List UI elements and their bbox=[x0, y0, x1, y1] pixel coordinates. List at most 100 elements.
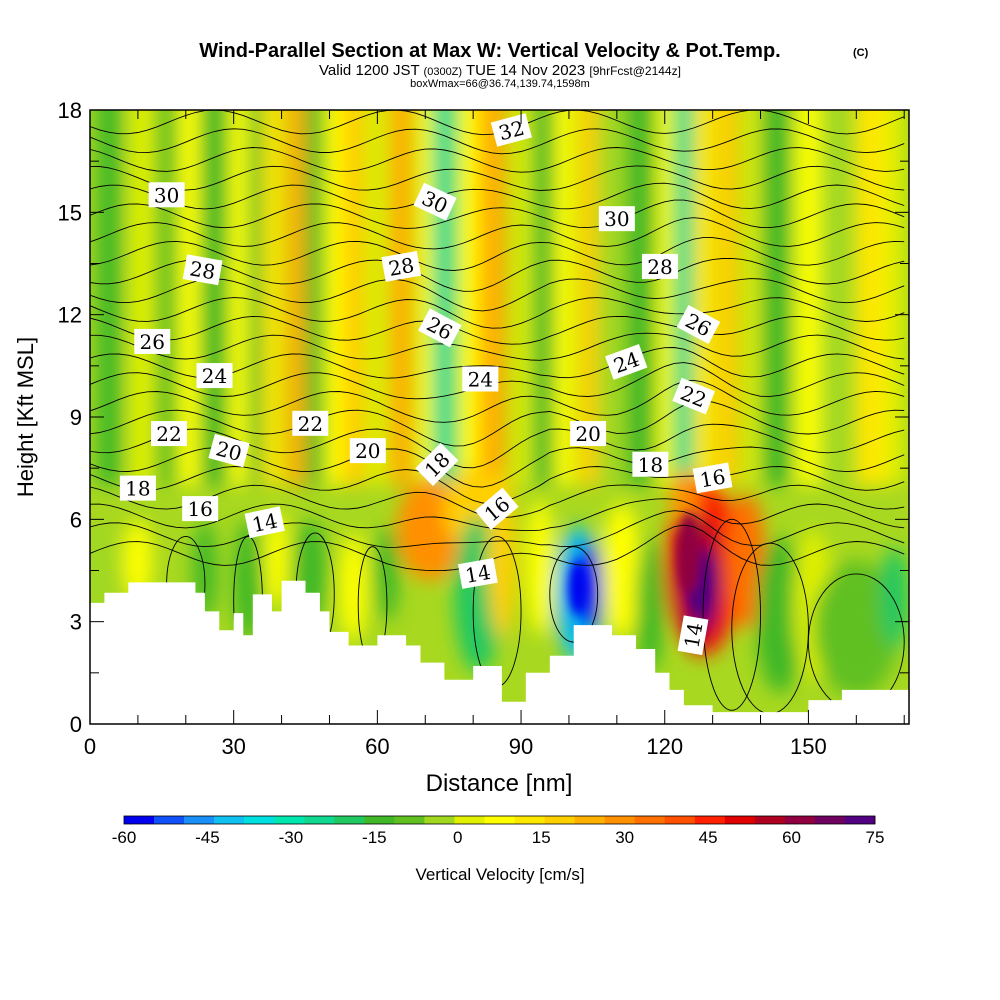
colorbar-tick-label: 15 bbox=[532, 828, 551, 847]
colorbar-swatch bbox=[634, 816, 666, 824]
contour-label: 14 bbox=[244, 506, 285, 539]
contour-label: 26 bbox=[134, 328, 171, 354]
colorbar-swatch bbox=[334, 816, 365, 824]
contour-label-text: 28 bbox=[647, 255, 672, 279]
colorbar-swatch bbox=[454, 816, 485, 824]
colorbar-swatch bbox=[814, 816, 846, 824]
colorbar-swatch bbox=[574, 816, 605, 824]
contour-label: 30 bbox=[148, 182, 185, 208]
contour-label: 14 bbox=[677, 615, 709, 656]
colorbar-tick-label: -45 bbox=[195, 828, 220, 847]
contour-label: 18 bbox=[632, 451, 669, 477]
contour-label-text: 14 bbox=[679, 621, 707, 650]
contour-label-text: 30 bbox=[604, 207, 629, 231]
colorbar-tick-label: 75 bbox=[866, 828, 885, 847]
chart-subtitle: Valid 1200 JST (0300Z) TUE 14 Nov 2023 [… bbox=[319, 62, 681, 79]
colorbar-tick-label: -30 bbox=[279, 828, 304, 847]
colorbar-swatch bbox=[184, 816, 215, 824]
colorbar-swatch bbox=[274, 816, 305, 824]
subtitle-valid: Valid 1200 JST bbox=[319, 62, 419, 79]
contour-label-text: 14 bbox=[463, 560, 492, 588]
contour-label: 28 bbox=[381, 250, 422, 282]
colorbar-swatch bbox=[544, 816, 575, 824]
y-tick-label: 0 bbox=[70, 712, 82, 737]
contour-label-text: 28 bbox=[188, 256, 217, 284]
contour-label-text: 16 bbox=[698, 464, 727, 492]
colorbar-swatch bbox=[394, 816, 425, 824]
x-tick-label: 120 bbox=[646, 734, 683, 759]
contour-label-text: 16 bbox=[187, 497, 212, 521]
contour-label-text: 28 bbox=[387, 253, 416, 281]
x-axis-label: Distance [nm] bbox=[426, 770, 573, 797]
contour-label: 30 bbox=[598, 206, 635, 232]
x-tick-label: 30 bbox=[221, 734, 245, 759]
x-tick-label: 150 bbox=[790, 734, 827, 759]
contour-label-text: 20 bbox=[355, 439, 380, 463]
colorbar-tick-label: 30 bbox=[615, 828, 634, 847]
y-tick-label: 3 bbox=[70, 610, 82, 635]
subtitle-date: TUE 14 Nov 2023 bbox=[466, 62, 585, 79]
contour-label: 16 bbox=[692, 462, 733, 494]
colorbar-tick-label: 0 bbox=[453, 828, 462, 847]
title-block: Wind-Parallel Section at Max W: Vertical… bbox=[199, 40, 868, 90]
y-tick-label: 15 bbox=[58, 200, 82, 225]
colorbar-tick-label: 45 bbox=[699, 828, 718, 847]
colorbar-swatch bbox=[784, 816, 816, 824]
colorbar-swatch bbox=[364, 816, 395, 824]
contour-label: 16 bbox=[182, 496, 219, 522]
contour-label-text: 22 bbox=[298, 412, 323, 436]
colorbar-swatch bbox=[604, 816, 635, 824]
contour-label: 24 bbox=[196, 363, 233, 389]
contour-label: 20 bbox=[349, 438, 386, 464]
subtitle-fcst: [9hrFcst@2144z] bbox=[589, 64, 681, 78]
contour-label-text: 20 bbox=[575, 422, 600, 446]
colorbar-swatch bbox=[424, 816, 455, 824]
colorbar-swatch bbox=[124, 816, 155, 824]
y-axis-label: Height [Kft MSL] bbox=[13, 337, 38, 497]
y-tick-label: 9 bbox=[70, 405, 82, 430]
contour-label: 20 bbox=[570, 421, 607, 447]
colorbar-swatch bbox=[694, 816, 726, 824]
x-tick-label: 90 bbox=[509, 734, 533, 759]
contour-label: 18 bbox=[119, 475, 156, 501]
contour-label: 28 bbox=[182, 254, 223, 286]
colorbar-tick-label: -15 bbox=[362, 828, 387, 847]
colorbar-tick-label: 60 bbox=[782, 828, 801, 847]
contour-label: 22 bbox=[292, 410, 329, 436]
colorbar-swatch bbox=[154, 816, 185, 824]
colorbar-swatch bbox=[484, 816, 515, 824]
colorbar-swatch bbox=[754, 816, 786, 824]
subtitle-zulu: (0300Z) bbox=[424, 66, 463, 78]
colorbar-swatch bbox=[304, 816, 335, 824]
x-axis: 0 30 60 90 120 150 bbox=[84, 110, 905, 759]
plot-area bbox=[90, 110, 909, 724]
terrain-mask bbox=[90, 580, 909, 724]
colorbar-tick-label: -60 bbox=[112, 828, 137, 847]
y-tick-label: 12 bbox=[58, 303, 82, 328]
y-tick-label: 18 bbox=[58, 98, 82, 123]
colorbar-swatch bbox=[214, 816, 245, 824]
contour-label: 24 bbox=[462, 366, 499, 392]
contour-label: 22 bbox=[151, 421, 188, 447]
contour-label-text: 22 bbox=[156, 422, 181, 446]
colorbar-swatch bbox=[244, 816, 275, 824]
contour-label: 16 bbox=[474, 487, 519, 530]
colorbar-label: Vertical Velocity [cm/s] bbox=[415, 865, 584, 884]
contour-label: 14 bbox=[457, 557, 498, 589]
colorbar-swatch bbox=[514, 816, 545, 824]
colorbar-swatch bbox=[724, 816, 756, 824]
box-info: boxWmax=66@36.74,139.74,1598m bbox=[410, 78, 590, 90]
copyright-mark: (C) bbox=[853, 47, 869, 59]
chart-title: Wind-Parallel Section at Max W: Vertical… bbox=[199, 40, 780, 62]
colorbar-swatch bbox=[664, 816, 696, 824]
y-tick-label: 6 bbox=[70, 507, 82, 532]
contour-label-text: 18 bbox=[125, 477, 150, 501]
x-tick-label: 60 bbox=[365, 734, 389, 759]
colorbar: -60 -45 -30 -15 0 15 30 45 60 75 bbox=[112, 815, 885, 847]
contour-label-text: 14 bbox=[250, 508, 280, 537]
contour-label-text: 24 bbox=[468, 367, 493, 391]
y-axis: 0 3 6 9 12 15 18 bbox=[58, 98, 909, 737]
contour-label: 28 bbox=[641, 253, 678, 279]
